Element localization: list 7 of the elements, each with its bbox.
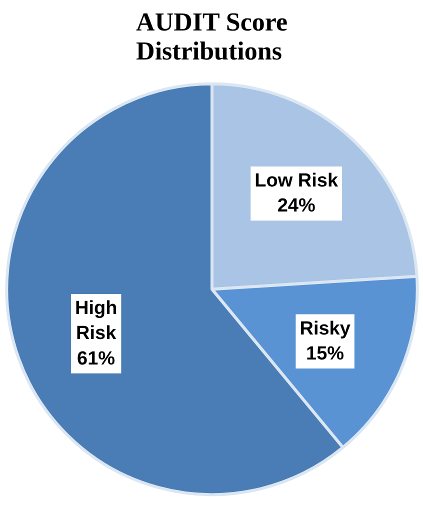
slice-label: Low Risk: [254, 170, 338, 192]
chart-title: AUDIT Score Distributions: [136, 8, 288, 66]
slice-label: High Risk: [74, 298, 118, 344]
slice-label: Risky: [300, 318, 351, 340]
data-label: 24%: [277, 196, 316, 217]
data-label: 61%: [77, 348, 116, 370]
data-label: 15%: [306, 343, 344, 364]
